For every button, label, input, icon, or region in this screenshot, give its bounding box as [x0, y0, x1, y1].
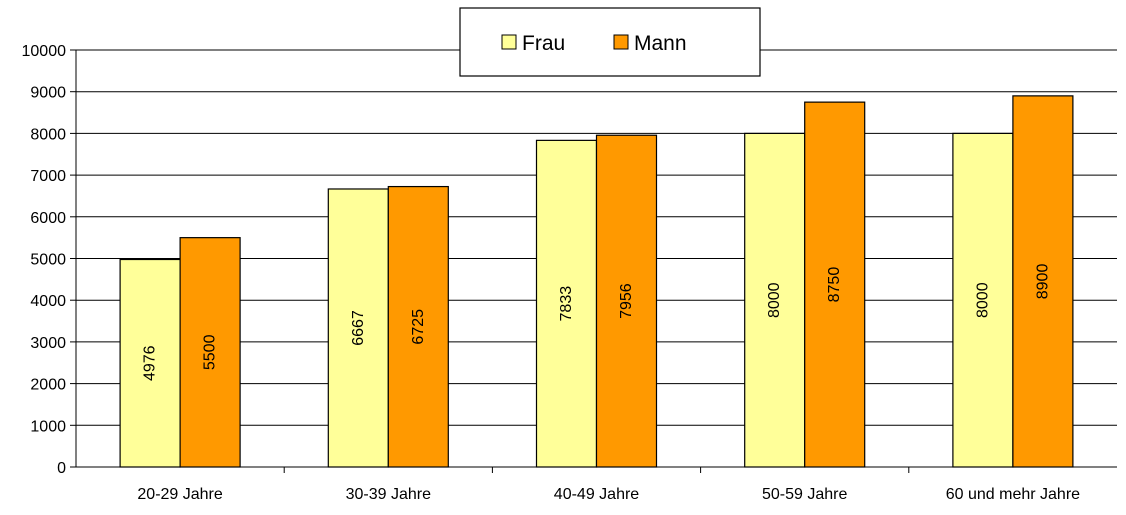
x-category-label: 20-29 Jahre	[137, 486, 222, 503]
y-tick-label: 6000	[30, 210, 66, 227]
x-category-label: 60 und mehr Jahre	[946, 486, 1080, 503]
data-labels: 4976 5500 6667 6725 7833 7956 8000 8750 8000 8900	[142, 264, 1052, 382]
bar-frau	[952, 132, 1014, 468]
bars	[119, 95, 1074, 468]
legend: Frau Mann	[459, 7, 761, 77]
x-category-label: 50-59 Jahre	[762, 486, 847, 503]
y-tick-label: 3000	[30, 335, 66, 352]
y-tick-label: 2000	[30, 377, 66, 394]
data-label: 8000	[974, 282, 991, 318]
bar-mann	[595, 134, 658, 468]
y-tick-label: 7000	[30, 168, 66, 185]
legend-label-mann: Mann	[634, 32, 687, 55]
y-tick-label: 0	[57, 460, 66, 477]
bar-frau	[744, 132, 806, 468]
y-tick-label: 8000	[30, 126, 66, 143]
data-label: 8750	[826, 267, 843, 303]
bar-mann	[179, 237, 241, 468]
x-axis: 20-29 Jahre 30-39 Jahre 40-49 Jahre 50-59 J…	[137, 467, 1080, 503]
legend-swatch-frau	[501, 34, 517, 50]
y-tick-label: 1000	[30, 418, 66, 435]
bar-mann	[804, 101, 866, 468]
data-label: 8900	[1034, 264, 1051, 300]
bar-mann	[1012, 95, 1074, 468]
y-tick-label: 4000	[30, 293, 66, 310]
y-tick-label: 10000	[22, 43, 67, 60]
y-tick-label: 5000	[30, 252, 66, 269]
bar-frau	[119, 258, 181, 468]
bar-frau	[535, 139, 598, 468]
data-label: 7956	[618, 283, 635, 319]
x-category-label: 40-49 Jahre	[554, 486, 639, 503]
data-label: 5500	[202, 334, 219, 370]
data-label: 4976	[142, 345, 159, 381]
bar-frau	[327, 188, 389, 468]
legend-label-frau: Frau	[522, 32, 565, 55]
legend-swatch-mann	[613, 34, 629, 50]
data-label: 8000	[766, 282, 783, 318]
y-axis: 0 1000 2000 3000 4000 5000 6000 7000 8000 9000 100…	[22, 43, 1117, 477]
x-category-label: 30-39 Jahre	[346, 486, 431, 503]
bar-mann	[387, 185, 449, 468]
data-label: 6667	[350, 310, 367, 346]
data-label: 7833	[558, 286, 575, 322]
y-tick-label: 9000	[30, 85, 66, 102]
data-label: 6725	[410, 309, 427, 345]
